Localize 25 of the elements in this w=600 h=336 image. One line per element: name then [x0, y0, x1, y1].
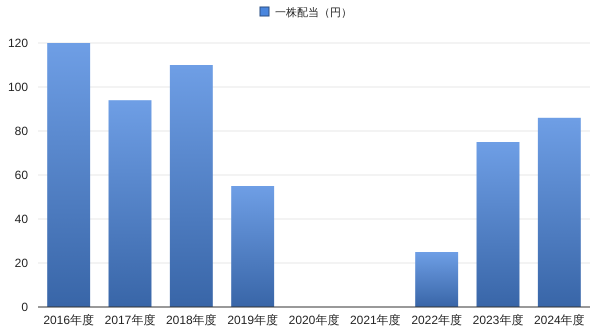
bar: [170, 65, 213, 307]
bar: [231, 186, 274, 307]
x-tick-label: 2024年度: [534, 313, 585, 327]
x-tick-label: 2016年度: [43, 313, 94, 327]
y-tick-label: 20: [14, 256, 28, 270]
y-tick-label: 120: [8, 36, 28, 50]
y-tick-label: 80: [14, 124, 28, 138]
y-tick-label: 100: [8, 80, 28, 94]
x-tick-label: 2023年度: [472, 313, 524, 327]
bar: [476, 142, 520, 307]
bar: [47, 43, 90, 307]
y-tick-label: 0: [21, 300, 28, 314]
x-tick-label: 2018年度: [166, 313, 217, 327]
x-tick-label: 2017年度: [104, 313, 156, 327]
x-tick-label: 2021年度: [350, 313, 401, 327]
legend: 一株配当（円）: [260, 6, 352, 19]
legend-label: 一株配当（円）: [275, 6, 352, 19]
y-tick-label: 60: [14, 168, 28, 182]
x-tick-label: 2020年度: [288, 313, 340, 327]
y-tick-label: 40: [14, 212, 28, 226]
bar: [108, 100, 152, 307]
x-tick-label: 2019年度: [227, 313, 278, 327]
x-tick-label: 2022年度: [411, 313, 462, 327]
bar: [538, 118, 581, 307]
bar: [415, 252, 458, 307]
